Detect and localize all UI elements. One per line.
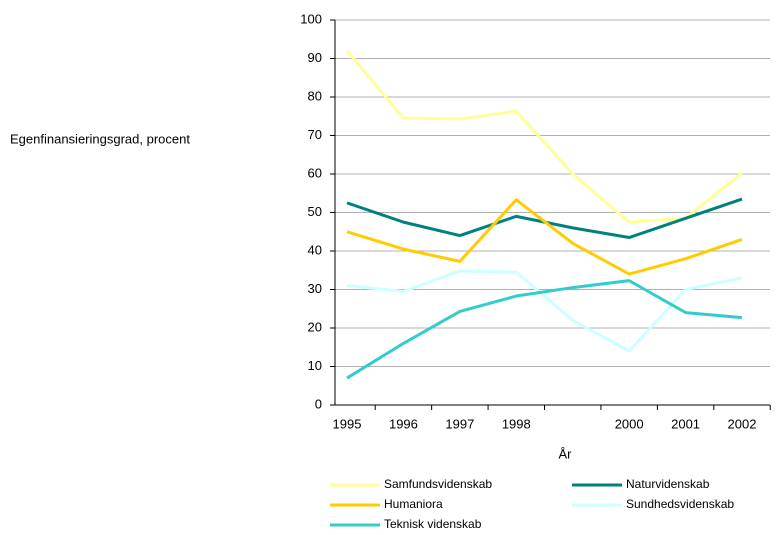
y-tick-label: 90 [308,50,322,65]
legend-label: Sundhedsvidenskab [626,497,734,511]
series-line [346,279,743,380]
x-axis-label: År [559,446,573,461]
series-line [345,49,743,224]
legend-label: Samfundsvidenskab [384,477,492,491]
y-tick-label: 70 [308,127,322,142]
legend-label: Naturvidenskab [626,477,710,491]
y-tick-label: 30 [308,281,322,296]
x-tick-label: 2002 [728,416,757,431]
series-line [346,197,743,240]
y-tick-label: 10 [308,358,322,373]
y-tick-label: 80 [308,88,322,103]
x-tick-label: 1996 [389,416,418,431]
x-tick-label: 1997 [445,416,474,431]
y-axis-label: Egenfinansieringsgrad, procent [10,131,190,146]
y-tick-label: 20 [308,319,322,334]
x-tick-label: 1995 [333,416,362,431]
x-tick-label: 2000 [615,416,644,431]
series-line [346,269,743,353]
series-line [346,198,743,276]
y-tick-label: 40 [308,242,322,257]
x-tick-label: 1998 [502,416,531,431]
y-tick-label: 60 [308,165,322,180]
y-tick-label: 0 [315,396,322,411]
x-tick-label: 2001 [671,416,700,431]
y-tick-label: 50 [308,204,322,219]
legend-label: Teknisk videnskab [384,517,482,531]
legend-label: Humaniora [384,497,443,511]
y-tick-label: 100 [300,11,322,26]
